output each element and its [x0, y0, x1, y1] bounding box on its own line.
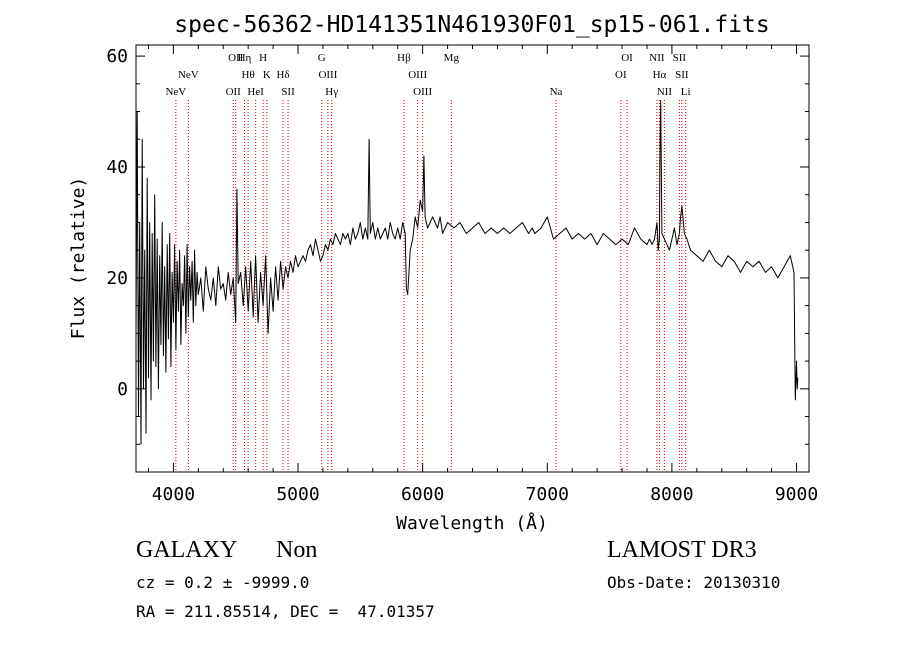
line-marker-label: OIII [318, 69, 337, 81]
line-marker-label: H [259, 52, 267, 64]
y-tick-label: 20 [106, 268, 128, 289]
object-class: GALAXY [136, 537, 238, 563]
line-marker-label: OIII [413, 86, 432, 98]
line-marker-label: Hγ [325, 86, 338, 98]
line-marker-label: Hθ [242, 69, 255, 81]
line-marker-label: OII [228, 52, 244, 64]
line-marker-label: K [263, 69, 271, 81]
series-line-0 [135, 100, 799, 445]
series-layer [135, 100, 799, 445]
line-marker-label: HeI [247, 86, 264, 98]
redshift-value: cz = 0.2 ± -9999.0 [136, 573, 310, 592]
line-marker-label: Hδ [276, 69, 289, 81]
axes: 4000 5000 6000 7000 8000 9000 0 20 40 60 [106, 45, 818, 505]
line-marker-label: NeV [165, 86, 186, 98]
line-marker-label: Hβ [397, 52, 411, 64]
line-marker-label: SII [673, 52, 687, 64]
x-axis-label: Wavelength (Å) [396, 512, 548, 534]
line-marker-label: G [318, 52, 326, 64]
line-marker-label: NeV [178, 69, 199, 81]
line-marker-label: Hη [238, 52, 252, 64]
plot-frame [135, 44, 810, 473]
x-tick-label: 6000 [401, 484, 444, 505]
line-marker-label: SII [675, 69, 689, 81]
chart-title: spec-56362-HD141351N461930F01_sp15-061.f… [174, 12, 769, 38]
line-marker-label: OI [615, 69, 627, 81]
line-marker-label: NII [649, 52, 665, 64]
line-marker-label: OI [621, 52, 633, 64]
coordinates: RA = 211.85514, DEC = 47.01357 [136, 602, 435, 621]
y-axis-label: Flux (relative) [68, 177, 89, 340]
y-tick-label: 60 [106, 46, 128, 67]
line-marker-label: Na [550, 86, 563, 98]
x-tick-label: 7000 [526, 484, 569, 505]
y-tick-label: 40 [106, 157, 128, 178]
line-marker-label: Li [681, 86, 691, 98]
line-marker-label: Hα [653, 69, 667, 81]
line-marker-label: SII [281, 86, 295, 98]
object-subclass: Non [276, 537, 318, 563]
x-tick-label: 5000 [276, 484, 319, 505]
x-tick-label: 4000 [152, 484, 195, 505]
line-marker-label: NII [657, 86, 673, 98]
y-tick-label: 0 [117, 379, 128, 400]
line-marker-label: OIII [408, 69, 427, 81]
survey-label: LAMOST DR3 [607, 537, 757, 563]
observation-date: Obs-Date: 20130310 [607, 573, 781, 592]
x-tick-label: 8000 [650, 484, 693, 505]
line-marker-label: OII [226, 86, 242, 98]
line-marker-label: Mg [444, 52, 460, 64]
x-tick-label: 9000 [775, 484, 818, 505]
